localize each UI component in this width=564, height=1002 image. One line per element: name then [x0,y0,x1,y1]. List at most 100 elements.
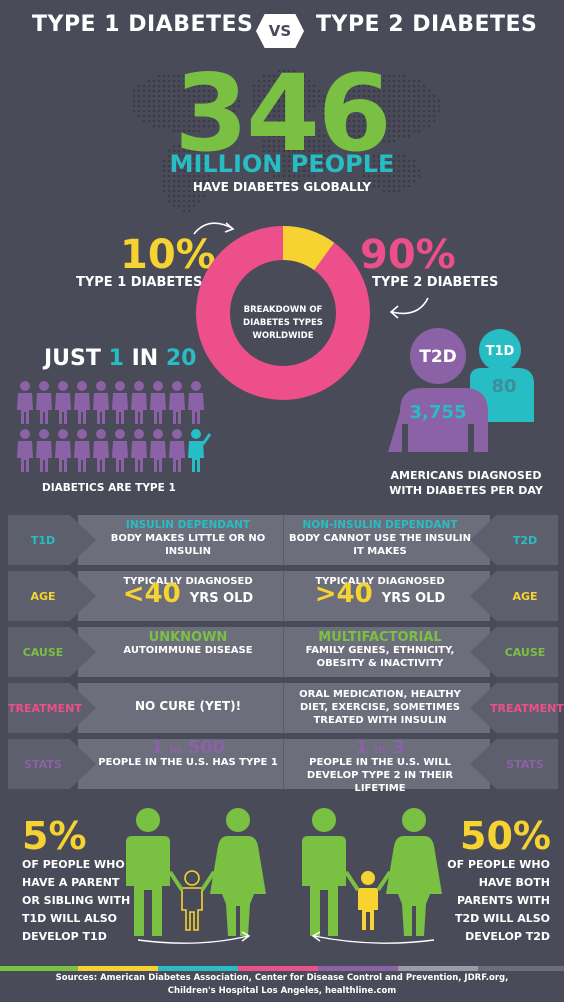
row-label-right: CAUSE [504,646,546,659]
t2d-highlight: NON-INSULIN DEPENDANT [302,519,458,531]
t2d-cause-highlight: MULTIFACTORIAL [318,630,442,645]
person-icon [188,429,212,472]
person-icon [112,381,128,424]
t2d-stat-den: 3 [392,737,405,758]
t2d-person-icon [388,328,488,452]
type1-label: TYPE 1 DIABETES [76,275,203,290]
person-icon [188,381,204,424]
row-label-left: AGE [30,590,56,603]
sources-line-2: Children's Hospital Los Angeles, healthl… [167,986,397,996]
row-label-left: STATS [24,758,62,771]
ratio-headline: JUST 1 IN 20 [44,346,196,371]
breakdown-donut [196,226,370,400]
hero-unit: MILLION PEOPLE [169,150,395,178]
person-icon [150,429,166,472]
family-left-icon [126,808,266,944]
t2d-stat-text: PEOPLE IN THE U.S. WILL DEVELOP TYPE 2 I… [306,757,454,794]
t1d-age-value: <40 [122,579,181,609]
t1d-genetic-percent: 5% [22,814,87,858]
sources-line-1: Sources: American Diabetes Association, … [55,973,509,983]
table-row: CAUSE CAUSE UNKNOWN AUTOIMMUNE DISEASE M… [0,627,564,677]
t1d-highlight: INSULIN DEPENDANT [125,519,251,531]
header: TYPE 1 DIABETES VS TYPE 2 DIABETES [0,0,564,58]
t1d-stat-den: 500 [187,737,226,758]
hero-number: 346 [174,52,391,175]
daily-diagnosis-persons: T2D T1D 80 3,755 [388,328,534,452]
person-icon [131,381,147,424]
t1d-stat-in: in [169,743,182,756]
type2-percent: 90% [360,232,456,278]
daily-caption: AMERICANS DIAGNOSED WITH DIABETES PER DA… [389,469,543,497]
t1d-treatment-text: NO CURE (YET)! [134,699,242,713]
t2d-treatment-text: ORAL MEDICATION, HEALTHY DIET, EXERCISE,… [299,689,461,726]
people-grid-icon [17,381,212,472]
type2-label: TYPE 2 DIABETES [372,275,499,290]
t2d-age-value: >40 [314,579,373,609]
donut-center-label: BREAKDOWN OF DIABETES TYPES WORLDWIDE [243,305,323,341]
donut-type1-slice [196,226,370,400]
t2d-stat-num: 1 [355,737,368,758]
t1d-stat-text: PEOPLE IN THE U.S. HAS TYPE 1 [98,757,278,768]
curved-arrow-icon [389,297,429,319]
person-icon [55,429,71,472]
person-icon [17,381,33,424]
row-label-right: TREATMENT [490,702,564,715]
row-label-left: CAUSE [22,646,64,659]
t1d-age-unit: YRS OLD [189,591,254,606]
table-row: AGE AGE TYPICALLY DIAGNOSED <40 YRS OLD … [0,571,564,621]
t2d-age-top: TYPICALLY DIAGNOSED [315,576,445,587]
person-icon [36,381,52,424]
header-left-title: TYPE 1 DIABETES [32,12,254,37]
ratio-one: 1 [108,346,124,371]
person-icon [93,381,109,424]
t1d-stat-num: 1 [150,737,164,758]
person-icon [169,381,185,424]
t1d-cause-text: AUTOIMMUNE DISEASE [123,645,253,656]
person-icon [131,429,147,472]
person-icon [74,429,90,472]
ratio-in: IN [131,346,159,371]
t2d-text: BODY CANNOT USE THE INSULIN IT MAKES [288,533,472,557]
ratio-caption: DIABETICS ARE TYPE 1 [42,482,176,494]
person-icon [17,429,33,472]
t1d-cause-highlight: UNKNOWN [148,630,228,645]
row-label-right: AGE [512,590,538,603]
person-icon [36,429,52,472]
row-label-right: T2D [512,534,538,547]
row-label-right: STATS [506,758,544,771]
t2d-stat-in: in [374,743,386,756]
header-right-title: TYPE 2 DIABETES [316,12,538,37]
t1d-age-top: TYPICALLY DIAGNOSED [123,576,253,587]
row-label-left: TREATMENT [8,702,82,715]
sources: Sources: American Diabetes Association, … [0,972,564,998]
t2d-badge: T2D [419,347,457,367]
table-row: STATS STATS 1 in 500 PEOPLE IN THE U.S. … [0,737,564,794]
row-label-left: T1D [30,534,56,547]
person-icon [55,381,71,424]
t2d-genetic-text: OF PEOPLE WHO HAVE BOTH PARENTS WITH T2D… [447,858,550,943]
color-bar [0,966,564,971]
t1d-badge: T1D [486,344,515,359]
t1d-text: BODY MAKES LITTLE OR NO INSULIN [110,533,266,557]
type1-percent: 10% [120,232,216,278]
world-map-icon [132,69,441,213]
person-icon [74,381,90,424]
t2d-cause-text: FAMILY GENES, ETHNICITY, OBESITY & INACT… [305,645,455,669]
person-icon [93,429,109,472]
t1d-count: 80 [491,376,516,397]
vs-badge: VS [256,14,304,48]
t2d-genetic-percent: 50% [460,814,551,858]
table-row: T1D T2D INSULIN DEPENDANT BODY MAKES LIT… [0,515,564,565]
t2d-count: 3,755 [410,402,467,423]
t2d-age-unit: YRS OLD [381,591,446,606]
ratio-prefix: JUST [44,346,101,371]
t1d-genetic-text: OF PEOPLE WHO HAVE A PARENT OR SIBLING W… [22,858,131,943]
family-right-icon [302,808,442,944]
person-icon [150,381,166,424]
hero-subtitle: HAVE DIABETES GLOBALLY [192,180,372,194]
curved-arrow-icon [193,222,235,235]
table-row: TREATMENT TREATMENT NO CURE (YET)! ORAL … [0,683,564,733]
person-icon [112,429,128,472]
ratio-total: 20 [165,346,197,371]
person-icon [169,429,185,472]
